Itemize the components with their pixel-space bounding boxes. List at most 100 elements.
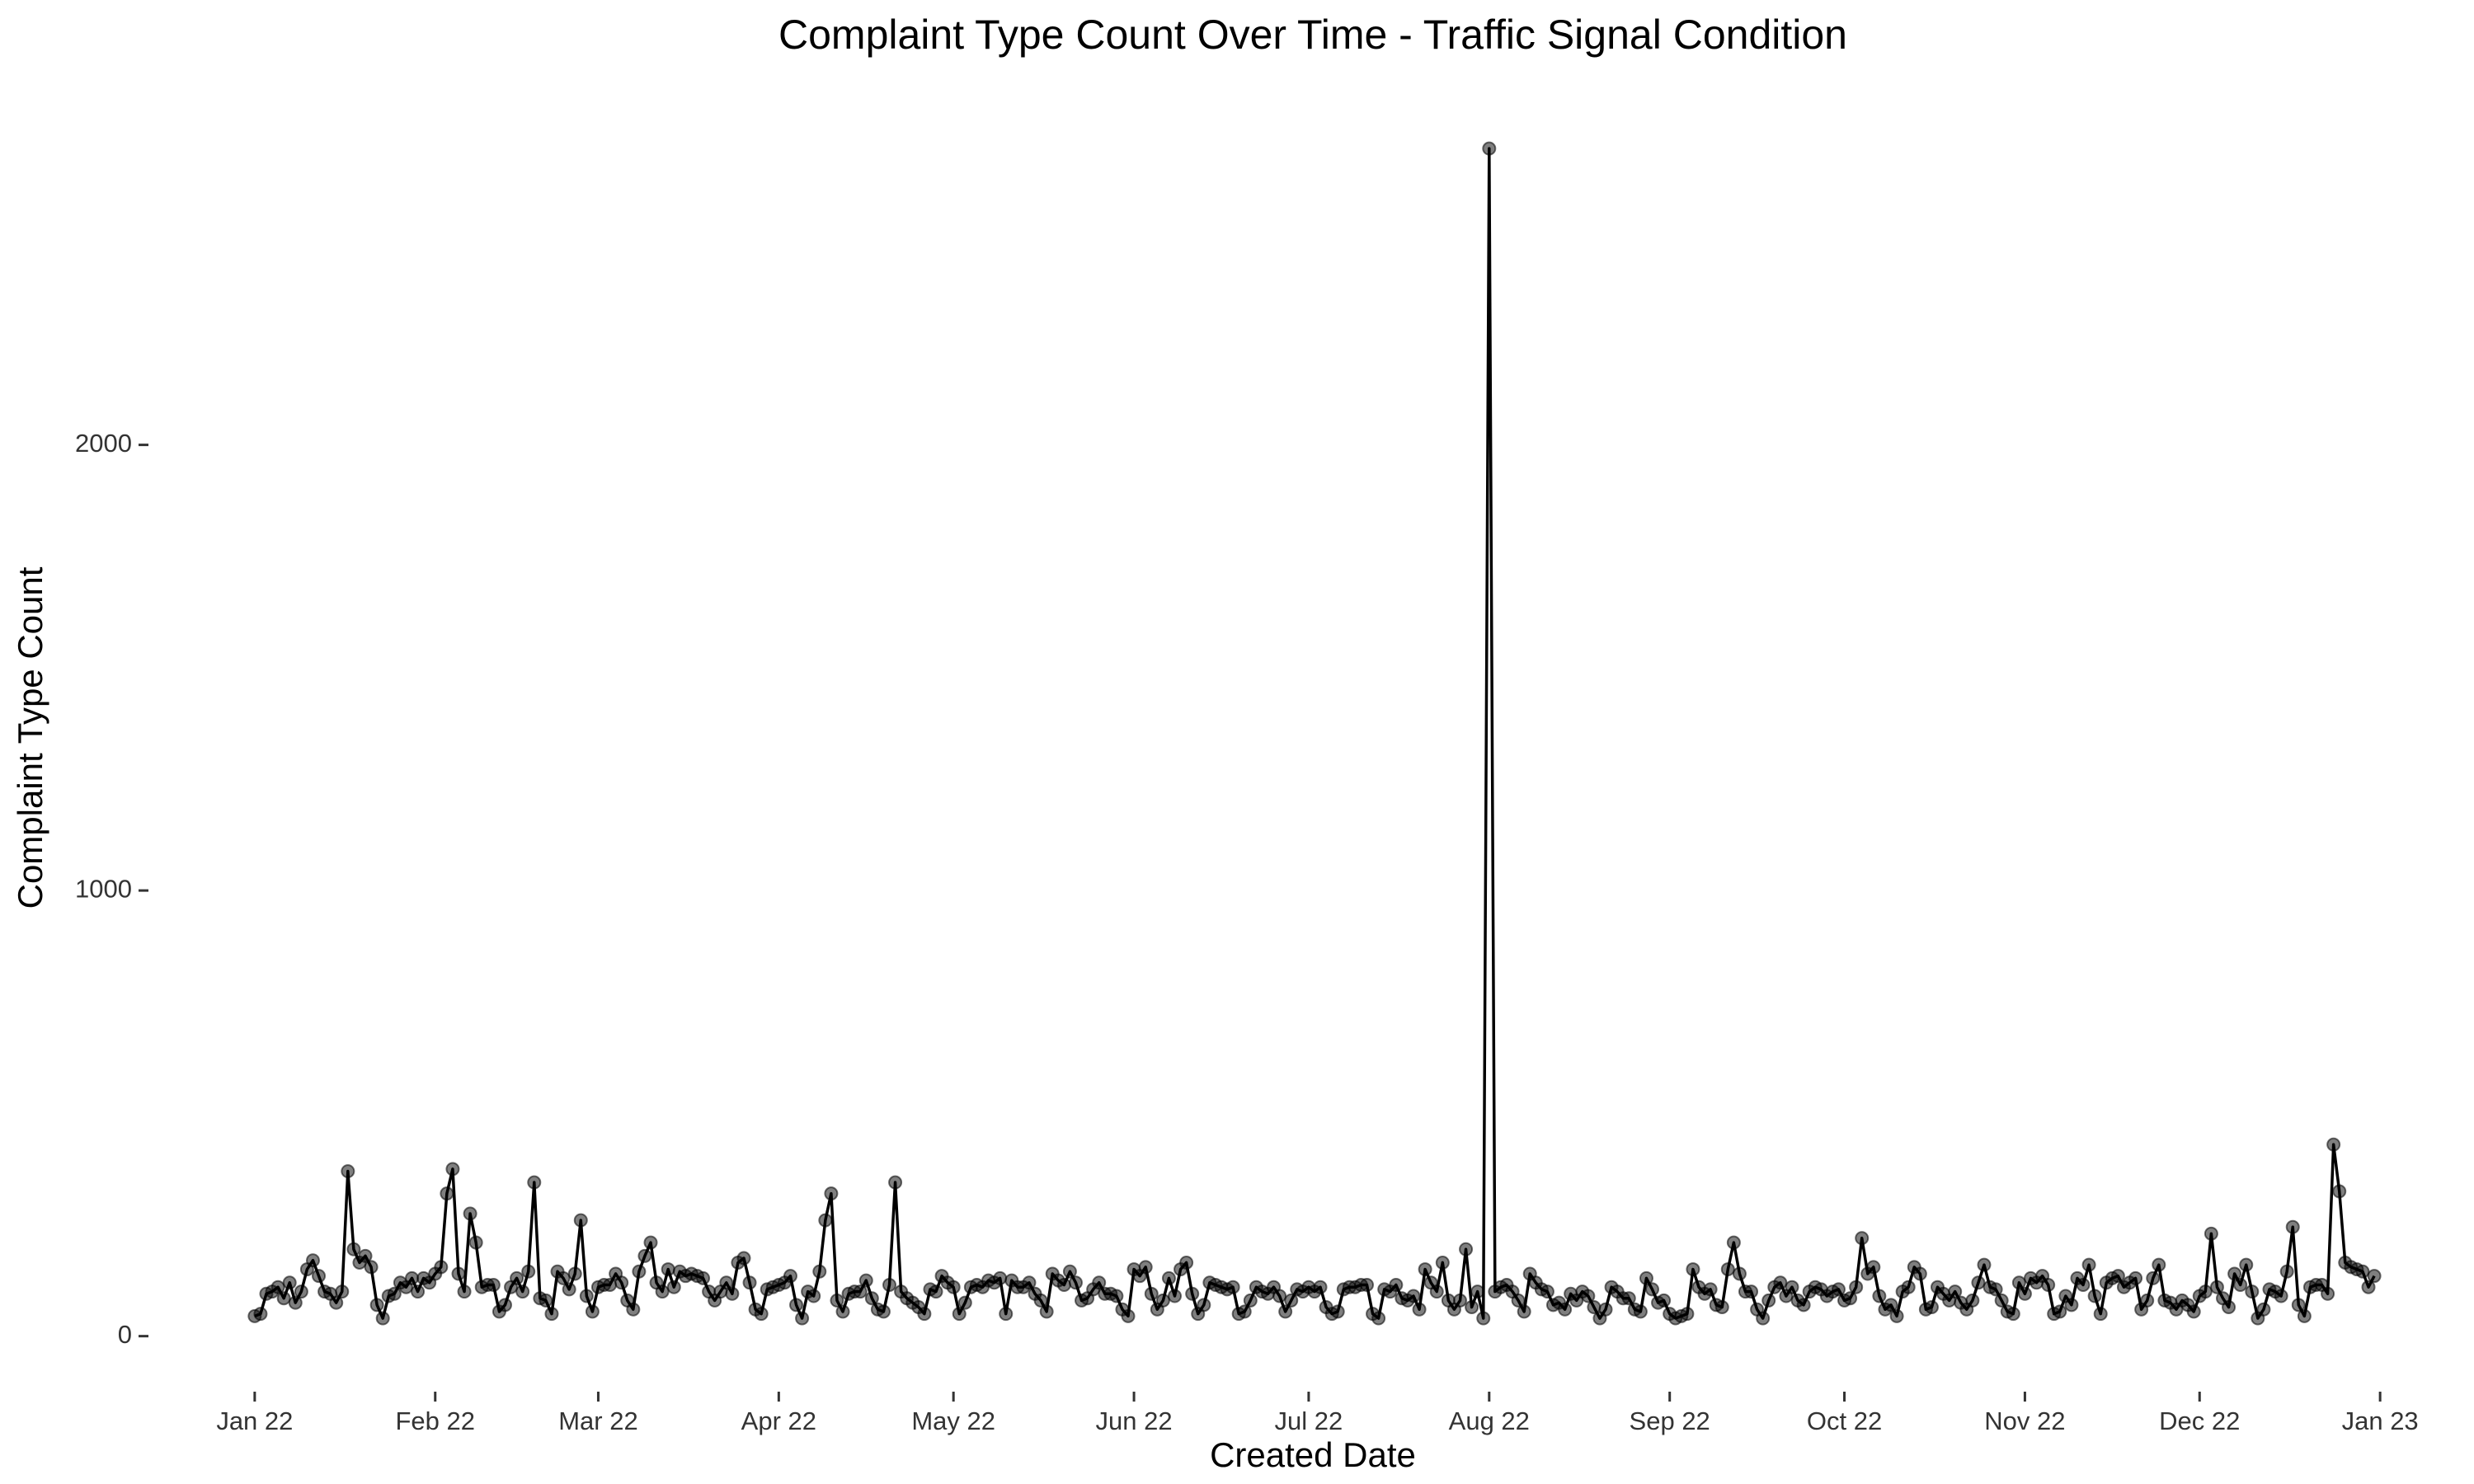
y-axis-title: Complaint Type Count xyxy=(11,566,49,909)
x-tick-label: Nov 22 xyxy=(1984,1407,2065,1435)
data-point xyxy=(1988,1282,2003,1297)
x-tick-label: May 22 xyxy=(911,1407,995,1435)
data-point xyxy=(1068,1275,1083,1290)
data-point xyxy=(270,1280,285,1294)
data-point xyxy=(812,1264,827,1279)
data-point xyxy=(957,1295,972,1310)
data-point xyxy=(1686,1262,1700,1277)
data-point xyxy=(882,1277,897,1292)
data-point xyxy=(288,1295,303,1310)
data-point xyxy=(1645,1282,1660,1297)
data-point xyxy=(451,1266,466,1281)
data-point xyxy=(1732,1266,1747,1281)
data-point xyxy=(312,1269,327,1284)
x-tick-label: Jan 22 xyxy=(216,1407,293,1435)
data-point xyxy=(510,1270,524,1285)
data-point xyxy=(1360,1277,1375,1292)
data-point xyxy=(1889,1308,1904,1323)
data-point xyxy=(661,1262,675,1277)
data-point xyxy=(2222,1300,2236,1315)
data-point xyxy=(1470,1284,1485,1299)
data-point xyxy=(719,1275,734,1290)
data-point xyxy=(2081,1257,2096,1272)
data-point xyxy=(387,1286,402,1301)
data-point xyxy=(1831,1282,1846,1297)
data-point xyxy=(2332,1184,2347,1199)
data-point xyxy=(1039,1304,1054,1319)
y-tick-label: 1000 xyxy=(75,874,132,903)
data-point xyxy=(2326,1137,2341,1152)
data-point xyxy=(1912,1266,1927,1281)
data-point xyxy=(1581,1289,1596,1303)
data-point xyxy=(2245,1284,2260,1299)
data-point xyxy=(1703,1282,1718,1297)
x-tick-label: Jan 23 xyxy=(2342,1407,2419,1435)
data-point xyxy=(1977,1257,1992,1272)
data-point xyxy=(1773,1275,1788,1290)
data-point xyxy=(1459,1242,1474,1256)
data-point xyxy=(993,1270,1008,1285)
data-point xyxy=(579,1289,594,1303)
data-point xyxy=(1901,1280,1916,1294)
data-point xyxy=(917,1307,932,1322)
data-point xyxy=(1313,1280,1328,1294)
data-point xyxy=(1168,1289,1183,1303)
x-tick-label: Jun 22 xyxy=(1096,1407,1173,1435)
data-point xyxy=(643,1235,658,1250)
data-point xyxy=(521,1264,536,1279)
data-point xyxy=(1389,1277,1404,1292)
data-point xyxy=(1452,1293,1467,1308)
data-point xyxy=(2110,1269,2125,1284)
data-point xyxy=(1155,1293,1170,1308)
x-axis-title: Created Date xyxy=(1210,1435,1416,1474)
data-point xyxy=(2140,1293,2155,1308)
data-point xyxy=(824,1186,839,1201)
data-point xyxy=(1056,1277,1071,1292)
data-point xyxy=(999,1307,1014,1322)
data-point xyxy=(1272,1289,1287,1303)
data-point xyxy=(614,1275,629,1290)
data-point xyxy=(369,1298,384,1313)
data-point xyxy=(445,1162,460,1176)
data-point xyxy=(1744,1284,1759,1299)
x-tick-label: Mar 22 xyxy=(558,1407,637,1435)
data-point xyxy=(335,1284,350,1299)
data-point xyxy=(1639,1270,1653,1285)
data-point xyxy=(1761,1293,1776,1308)
data-point xyxy=(807,1289,821,1303)
data-point xyxy=(2285,1219,2300,1234)
data-point xyxy=(1197,1298,1211,1313)
data-point xyxy=(544,1307,559,1322)
data-point xyxy=(1482,141,1497,156)
data-point xyxy=(1092,1275,1107,1290)
data-point xyxy=(818,1213,833,1228)
data-point xyxy=(567,1266,582,1281)
data-point xyxy=(2128,1270,2143,1285)
data-point xyxy=(346,1242,361,1256)
data-point xyxy=(742,1275,757,1290)
data-point xyxy=(2367,1269,2382,1284)
data-point xyxy=(2053,1304,2067,1319)
data-point xyxy=(294,1284,308,1299)
data-point xyxy=(754,1307,769,1322)
data-point xyxy=(1022,1275,1037,1290)
data-point xyxy=(1785,1280,1799,1294)
data-point xyxy=(1330,1304,1345,1319)
data-point xyxy=(637,1248,652,1263)
data-point xyxy=(1179,1255,1194,1270)
data-point xyxy=(2227,1266,2242,1281)
data-point xyxy=(2198,1284,2213,1299)
data-point xyxy=(2297,1308,2312,1323)
data-line xyxy=(254,147,2376,1320)
data-point xyxy=(2087,1289,2102,1303)
data-point xyxy=(1161,1270,1176,1285)
data-point xyxy=(1418,1262,1432,1277)
data-point xyxy=(434,1260,449,1275)
data-point xyxy=(1540,1284,1554,1299)
data-point xyxy=(929,1284,943,1299)
data-point xyxy=(1412,1302,1427,1317)
data-point xyxy=(253,1307,268,1322)
data-point xyxy=(1033,1293,1048,1308)
